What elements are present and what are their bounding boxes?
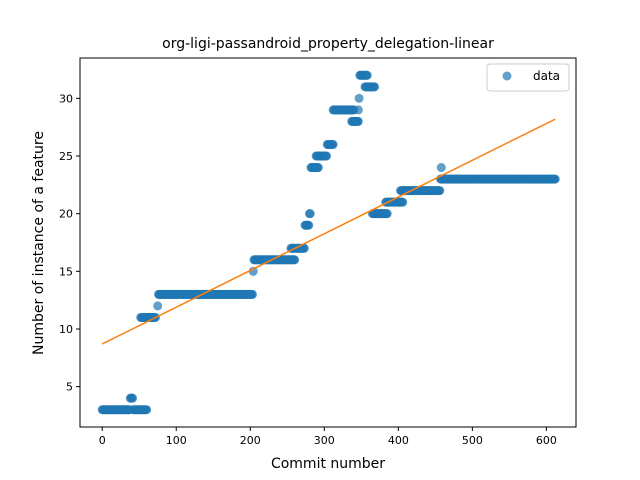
y-tick-label: 20	[59, 208, 73, 221]
data-point	[370, 82, 380, 92]
data-point	[322, 151, 332, 161]
data-point	[436, 163, 446, 173]
data-point	[354, 93, 364, 103]
data-point	[435, 186, 445, 196]
data-point	[128, 393, 138, 403]
legend: data	[486, 63, 570, 92]
axes: 0 100 200 300 400 500 600 5 10 15 20 25 30	[59, 57, 577, 447]
data-point	[550, 174, 560, 184]
data-point	[362, 70, 372, 80]
data-point	[328, 139, 338, 149]
y-tick-label: 30	[59, 92, 73, 105]
x-tick-label: 0	[99, 434, 106, 447]
y-tick-label: 10	[59, 323, 73, 336]
y-tick-label: 15	[59, 265, 73, 278]
data-point	[313, 163, 323, 173]
data-point	[248, 266, 258, 276]
axes-frame	[79, 57, 577, 428]
data-point	[398, 197, 408, 207]
data-point	[290, 255, 300, 265]
data-point	[305, 209, 315, 219]
x-tick-label: 500	[462, 434, 483, 447]
data-point	[382, 209, 392, 219]
data-point	[304, 220, 314, 230]
data-point	[299, 243, 309, 253]
data-point	[353, 116, 363, 126]
data-point	[153, 301, 163, 311]
x-tick-label: 400	[388, 434, 409, 447]
legend-box	[486, 63, 570, 92]
legend-label-data: data	[533, 69, 560, 83]
data-point	[353, 105, 363, 115]
chart-title: org-ligi-passandroid_property_delegation…	[162, 36, 494, 52]
y-axis-label: Number of instance of a feature	[31, 131, 47, 355]
y-tick-label: 5	[66, 381, 73, 394]
x-tick-label: 100	[166, 434, 187, 447]
plot-area	[97, 70, 560, 415]
x-tick-label: 200	[240, 434, 261, 447]
x-tick-label: 600	[536, 434, 557, 447]
fit-line	[101, 118, 556, 345]
data-point	[142, 405, 152, 415]
x-axis-label: Commit number	[271, 456, 385, 472]
y-tick-label: 25	[59, 150, 73, 163]
legend-marker-data	[502, 71, 512, 81]
data-point	[247, 289, 257, 299]
x-tick-label: 300	[314, 434, 335, 447]
